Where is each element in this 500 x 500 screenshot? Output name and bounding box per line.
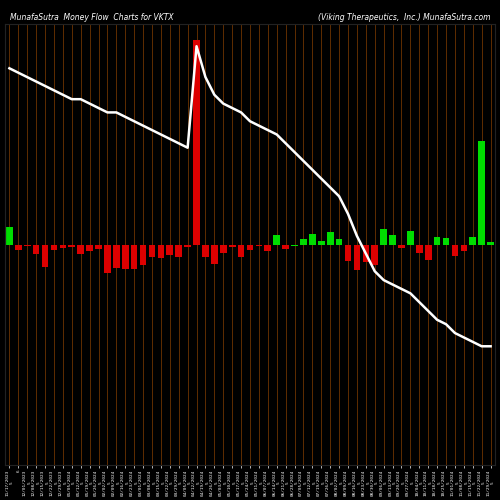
Bar: [488, 242, 494, 245]
Bar: [86, 245, 93, 251]
Bar: [15, 245, 22, 250]
Bar: [50, 245, 58, 250]
Bar: [95, 245, 102, 248]
Bar: [300, 239, 307, 245]
Bar: [158, 245, 164, 258]
Bar: [362, 245, 369, 262]
Bar: [60, 245, 66, 248]
Bar: [398, 245, 405, 248]
Bar: [113, 245, 119, 268]
Bar: [380, 229, 387, 245]
Bar: [282, 245, 289, 248]
Bar: [327, 232, 334, 245]
Bar: [442, 238, 450, 245]
Bar: [344, 245, 352, 260]
Bar: [416, 245, 422, 252]
Bar: [202, 245, 209, 257]
Bar: [148, 245, 156, 258]
Bar: [193, 40, 200, 245]
Bar: [309, 234, 316, 245]
Bar: [24, 245, 30, 246]
Bar: [372, 245, 378, 266]
Bar: [318, 241, 324, 245]
Bar: [407, 230, 414, 245]
Bar: [166, 245, 173, 255]
Bar: [220, 245, 226, 252]
Text: MunafaSutra  Money Flow  Charts for VKTX: MunafaSutra Money Flow Charts for VKTX: [10, 12, 173, 22]
Bar: [78, 245, 84, 254]
Bar: [291, 245, 298, 246]
Bar: [140, 245, 146, 266]
Bar: [452, 245, 458, 256]
Bar: [211, 245, 218, 264]
Bar: [184, 245, 191, 246]
Bar: [246, 245, 254, 250]
Bar: [460, 245, 467, 251]
Bar: [122, 245, 128, 270]
Bar: [6, 228, 12, 245]
Bar: [256, 245, 262, 246]
Bar: [434, 237, 440, 245]
Bar: [274, 236, 280, 245]
Bar: [42, 245, 48, 267]
Bar: [238, 245, 244, 258]
Bar: [104, 245, 111, 273]
Text: (Viking Therapeutics,  Inc.) MunafaSutra.com: (Viking Therapeutics, Inc.) MunafaSutra.…: [318, 12, 490, 22]
Bar: [33, 245, 40, 254]
Bar: [389, 236, 396, 245]
Bar: [131, 245, 138, 270]
Bar: [176, 245, 182, 258]
Bar: [425, 245, 432, 260]
Bar: [354, 245, 360, 270]
Bar: [336, 239, 342, 245]
Bar: [229, 245, 235, 248]
Bar: [68, 245, 75, 248]
Bar: [470, 237, 476, 245]
Bar: [264, 245, 271, 251]
Bar: [478, 141, 485, 245]
